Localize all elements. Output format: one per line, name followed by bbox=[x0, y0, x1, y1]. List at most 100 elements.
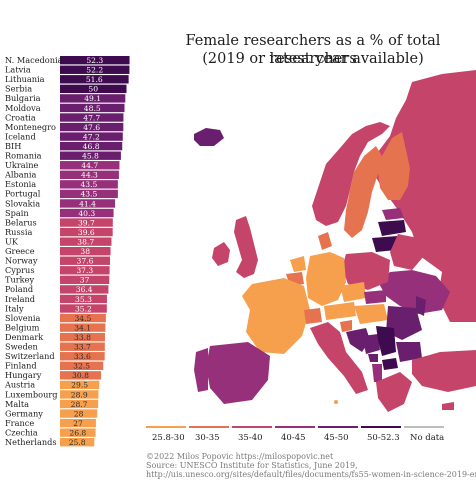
map-sweden bbox=[344, 146, 382, 238]
bar bbox=[60, 113, 124, 122]
chart-subtitle: (2019 or latest year available) bbox=[202, 51, 424, 67]
bar-category-label: Hungary bbox=[5, 370, 42, 380]
legend-swatch bbox=[275, 426, 315, 428]
map-netherlands bbox=[290, 256, 306, 272]
bar bbox=[60, 332, 105, 342]
bar-category-label: Croatia bbox=[5, 112, 36, 122]
bar-value-label: 37.6 bbox=[77, 257, 94, 266]
bar-value-label: 39.7 bbox=[78, 218, 95, 227]
map-moldova bbox=[416, 296, 426, 316]
bar-category-label: Sweden bbox=[5, 342, 39, 352]
bar bbox=[60, 285, 109, 294]
map-albania bbox=[372, 364, 382, 382]
bar-category-label: N. Macedonia bbox=[5, 55, 63, 65]
bar bbox=[60, 237, 112, 246]
bar-category-label: Ireland bbox=[5, 294, 35, 304]
bar bbox=[60, 342, 105, 351]
bar-category-label: Moldova bbox=[5, 103, 41, 113]
legend-swatch bbox=[404, 426, 444, 428]
legend: 25.8-30 30-35 35-40 40-45 45-50 50-52.3 No dat… bbox=[146, 426, 444, 443]
bar-value-label: 27 bbox=[73, 419, 83, 428]
map-ireland bbox=[212, 242, 230, 266]
bar bbox=[60, 227, 113, 237]
bar-category-label: France bbox=[5, 418, 34, 428]
bar-value-label: 52.2 bbox=[86, 66, 103, 75]
legend-swatch bbox=[318, 426, 358, 428]
legend-swatch bbox=[189, 426, 229, 428]
bar bbox=[60, 313, 106, 323]
bar-value-label: 39.6 bbox=[78, 228, 95, 237]
bar bbox=[60, 409, 98, 418]
bar bbox=[60, 208, 114, 218]
bar-value-label: 40.3 bbox=[78, 209, 95, 218]
bar bbox=[60, 199, 116, 208]
bar bbox=[60, 304, 107, 313]
bar-value-label: 47.7 bbox=[83, 113, 100, 122]
map-uk bbox=[234, 216, 258, 278]
bar-category-label: Netherlands bbox=[5, 437, 57, 447]
map-iceland bbox=[194, 128, 224, 146]
bar bbox=[60, 418, 96, 428]
map-malta bbox=[334, 400, 338, 404]
bar bbox=[60, 141, 123, 151]
bar bbox=[60, 170, 119, 179]
legend-label: 25.8-30 bbox=[152, 433, 185, 443]
map-spain bbox=[206, 342, 270, 404]
bar bbox=[60, 56, 130, 65]
bar bbox=[60, 361, 104, 370]
map-turkey bbox=[412, 350, 476, 392]
map-norway bbox=[312, 122, 390, 226]
bar-category-label: UK bbox=[5, 236, 19, 246]
bar-value-label: 41.4 bbox=[79, 199, 96, 208]
bar bbox=[60, 390, 99, 399]
map-lithuania bbox=[372, 236, 398, 252]
bar-category-label: Portugal bbox=[5, 189, 41, 199]
bar-value-label: 38 bbox=[80, 247, 90, 256]
bar-category-label: Slovakia bbox=[5, 198, 40, 208]
map-belarus bbox=[390, 234, 424, 270]
bar bbox=[60, 275, 110, 285]
bar-category-label: Czechia bbox=[5, 427, 38, 437]
legend-label: No data bbox=[410, 433, 444, 443]
bar-category-label: Montenegro bbox=[5, 122, 56, 132]
bar-value-label: 47.6 bbox=[83, 123, 100, 132]
bar bbox=[60, 323, 106, 332]
bar bbox=[60, 189, 118, 199]
bar-category-label: Ukraine bbox=[5, 160, 39, 170]
bar-category-label: Austria bbox=[4, 380, 35, 390]
map-slovakia bbox=[364, 290, 386, 304]
bar-value-label: 47.2 bbox=[83, 132, 100, 141]
bar-value-label: 48.5 bbox=[84, 104, 101, 113]
map-romania bbox=[386, 306, 422, 340]
legend-label: 35-40 bbox=[238, 433, 263, 443]
bar-category-label: Denmark bbox=[5, 332, 44, 342]
bar bbox=[60, 151, 121, 160]
legend-label: 40-45 bbox=[281, 433, 306, 443]
map-bih bbox=[362, 334, 380, 354]
bar-value-label: 30.8 bbox=[72, 371, 89, 380]
bar bbox=[60, 294, 107, 304]
bar-value-label: 28 bbox=[74, 409, 84, 418]
bar-value-label: 37.3 bbox=[76, 266, 93, 275]
bar-value-label: 37 bbox=[80, 276, 90, 285]
bar-category-label: Iceland bbox=[5, 131, 36, 141]
bar bbox=[60, 94, 126, 103]
bar-category-label: Estonia bbox=[5, 179, 36, 189]
bar-value-label: 36.4 bbox=[76, 285, 93, 294]
bar bbox=[60, 65, 130, 74]
bar-value-label: 33.7 bbox=[74, 343, 91, 352]
bar-category-label: Turkey bbox=[5, 275, 34, 285]
bar bbox=[60, 352, 105, 361]
bar-value-label: 34.5 bbox=[74, 314, 91, 323]
map-countries bbox=[194, 70, 476, 412]
bar-category-label: Latvia bbox=[5, 65, 31, 75]
bar-category-label: Serbia bbox=[5, 84, 32, 94]
bar bbox=[60, 266, 110, 275]
europe-choropleth-map bbox=[194, 70, 476, 412]
bar-chart: N. Macedonia 52.3 Latvia 52.2 Lithuania 51.6 S… bbox=[4, 55, 130, 447]
bar-value-label: 26.8 bbox=[69, 428, 86, 437]
map-latvia bbox=[378, 220, 406, 236]
bar-category-label: Slovenia bbox=[5, 313, 41, 323]
bar-category-label: Cyprus bbox=[5, 265, 35, 275]
bar-value-label: 32.5 bbox=[73, 362, 90, 371]
